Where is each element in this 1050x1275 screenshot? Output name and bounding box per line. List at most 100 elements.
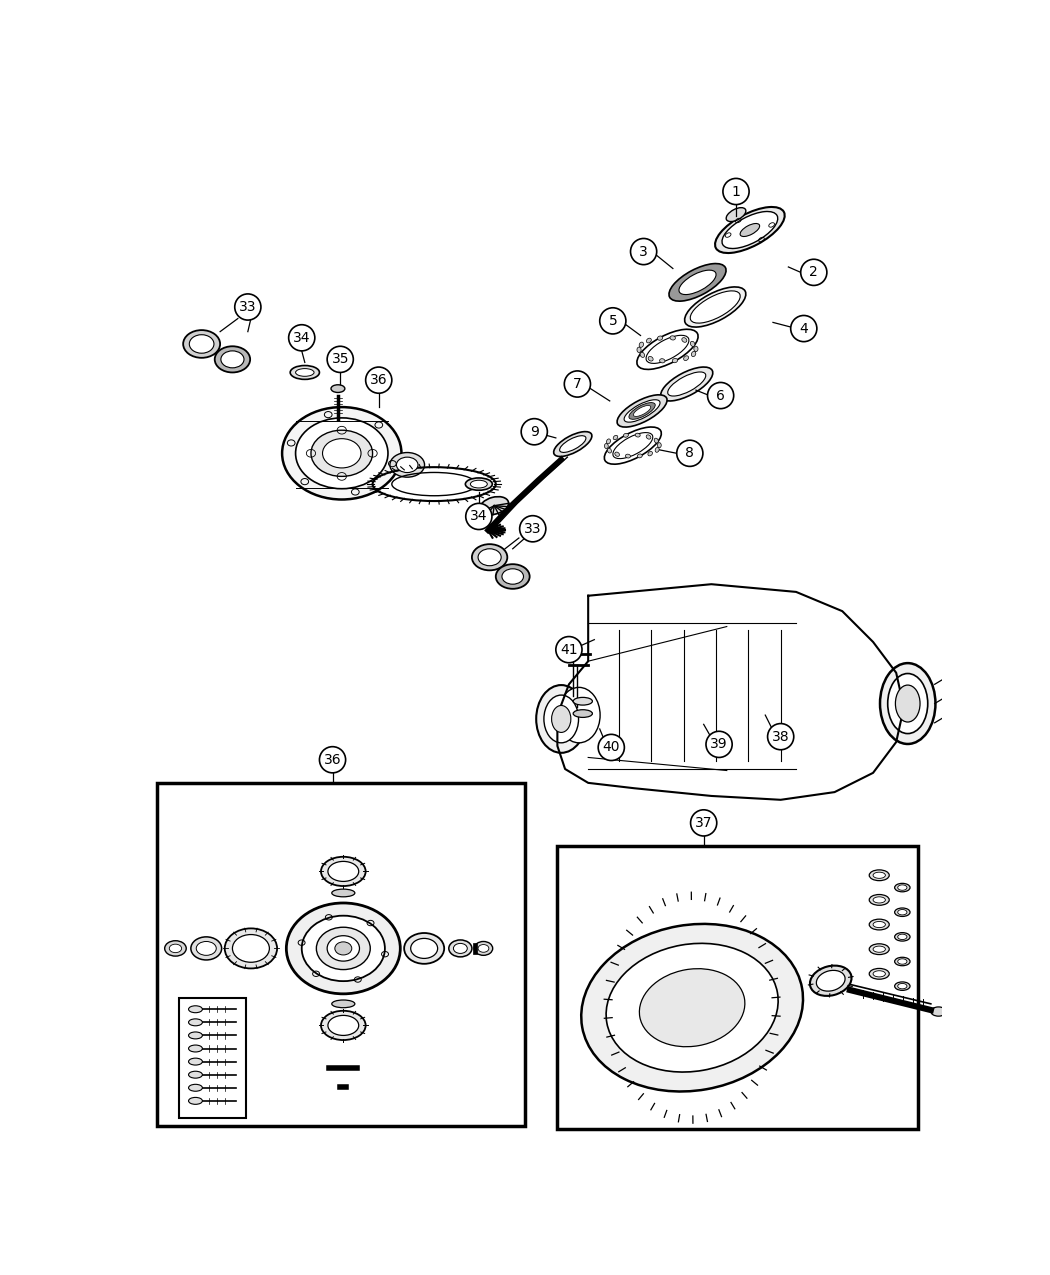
Polygon shape — [558, 584, 904, 799]
Text: 33: 33 — [239, 300, 256, 314]
Ellipse shape — [225, 928, 277, 969]
Ellipse shape — [296, 368, 314, 376]
Ellipse shape — [189, 1058, 203, 1065]
Ellipse shape — [189, 1084, 203, 1091]
Ellipse shape — [496, 564, 529, 589]
Ellipse shape — [637, 454, 643, 458]
Text: 39: 39 — [710, 737, 728, 751]
Circle shape — [555, 636, 582, 663]
Ellipse shape — [898, 959, 907, 964]
Text: 3: 3 — [639, 245, 648, 259]
Text: 36: 36 — [370, 374, 387, 388]
Ellipse shape — [551, 705, 571, 732]
Ellipse shape — [322, 439, 361, 468]
Text: 35: 35 — [332, 352, 349, 366]
Ellipse shape — [290, 366, 319, 380]
Ellipse shape — [411, 938, 438, 959]
Ellipse shape — [582, 924, 803, 1091]
Ellipse shape — [874, 896, 885, 903]
Circle shape — [676, 440, 702, 467]
Ellipse shape — [869, 919, 889, 929]
Circle shape — [706, 732, 732, 757]
Ellipse shape — [691, 342, 695, 347]
Ellipse shape — [335, 942, 352, 955]
Ellipse shape — [694, 347, 698, 352]
Ellipse shape — [895, 884, 910, 891]
Ellipse shape — [607, 449, 611, 453]
Circle shape — [328, 347, 353, 372]
Ellipse shape — [874, 872, 885, 878]
Ellipse shape — [646, 435, 651, 439]
Circle shape — [791, 315, 817, 342]
Ellipse shape — [332, 889, 355, 896]
Ellipse shape — [648, 357, 653, 361]
Ellipse shape — [880, 663, 936, 745]
Ellipse shape — [654, 439, 658, 442]
Text: 34: 34 — [293, 330, 311, 344]
Ellipse shape — [640, 352, 645, 357]
Ellipse shape — [282, 407, 401, 500]
Ellipse shape — [214, 347, 250, 372]
Ellipse shape — [869, 895, 889, 905]
Ellipse shape — [321, 1011, 365, 1040]
Ellipse shape — [615, 453, 620, 456]
Ellipse shape — [690, 291, 740, 323]
Circle shape — [768, 724, 794, 750]
Circle shape — [598, 734, 625, 760]
Ellipse shape — [544, 695, 579, 743]
Circle shape — [722, 179, 749, 204]
Ellipse shape — [448, 940, 471, 956]
Ellipse shape — [328, 1015, 359, 1035]
Circle shape — [466, 504, 491, 529]
Circle shape — [708, 382, 734, 409]
Ellipse shape — [727, 208, 745, 222]
Ellipse shape — [670, 335, 675, 340]
Ellipse shape — [189, 1098, 203, 1104]
Ellipse shape — [169, 945, 182, 952]
Ellipse shape — [189, 1071, 203, 1079]
Ellipse shape — [672, 358, 677, 362]
Ellipse shape — [617, 395, 667, 427]
Ellipse shape — [183, 330, 220, 358]
Ellipse shape — [480, 497, 508, 515]
Ellipse shape — [232, 935, 270, 963]
Ellipse shape — [655, 448, 659, 453]
Ellipse shape — [311, 430, 373, 477]
Ellipse shape — [639, 969, 744, 1047]
Circle shape — [691, 810, 717, 836]
Circle shape — [801, 259, 827, 286]
Ellipse shape — [558, 687, 601, 743]
Circle shape — [289, 325, 315, 351]
Ellipse shape — [189, 1019, 203, 1026]
Ellipse shape — [607, 439, 610, 444]
Text: 38: 38 — [772, 729, 790, 743]
Ellipse shape — [220, 351, 244, 367]
Ellipse shape — [470, 481, 487, 488]
Bar — [472, 944, 477, 954]
Ellipse shape — [331, 385, 344, 393]
Ellipse shape — [316, 927, 371, 969]
Text: 4: 4 — [799, 321, 808, 335]
Ellipse shape — [475, 941, 492, 955]
Bar — [178, 998, 247, 1118]
Circle shape — [520, 515, 546, 542]
Ellipse shape — [626, 454, 630, 458]
Text: 37: 37 — [695, 816, 713, 830]
Ellipse shape — [874, 970, 885, 977]
Ellipse shape — [573, 710, 592, 718]
Ellipse shape — [898, 935, 907, 940]
Ellipse shape — [196, 941, 216, 955]
Ellipse shape — [930, 1007, 946, 1016]
Circle shape — [600, 307, 626, 334]
Ellipse shape — [648, 451, 652, 456]
Ellipse shape — [537, 685, 586, 752]
Text: 36: 36 — [323, 752, 341, 766]
Text: 7: 7 — [573, 377, 582, 391]
Ellipse shape — [301, 915, 385, 982]
Ellipse shape — [189, 1046, 203, 1052]
Ellipse shape — [465, 478, 492, 491]
Bar — [158, 783, 525, 1126]
Bar — [558, 847, 918, 1130]
Ellipse shape — [328, 862, 359, 881]
Ellipse shape — [478, 945, 489, 952]
